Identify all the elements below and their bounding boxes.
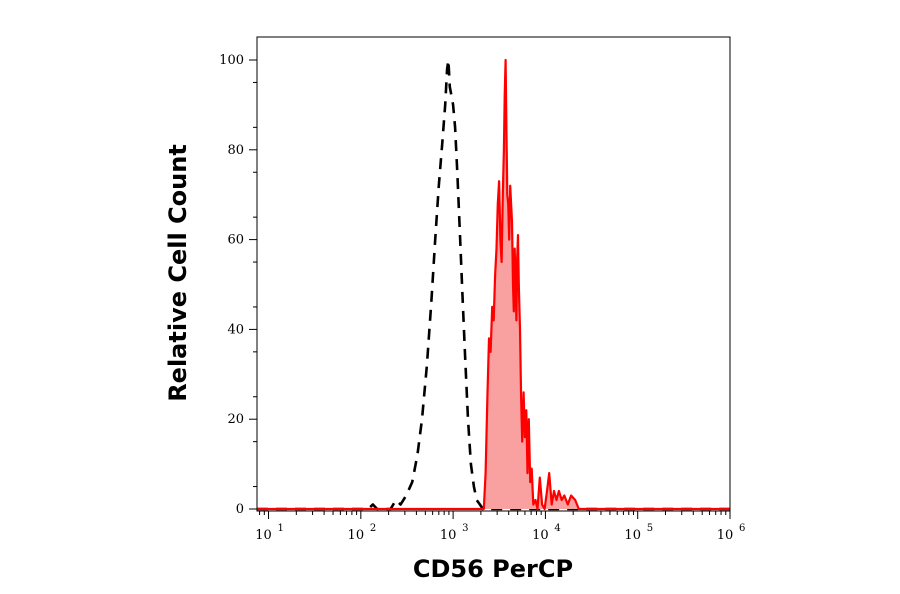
y-tick-label: 60 [227, 233, 244, 248]
x-tick-label: 10 4 [532, 523, 561, 543]
x-tick-label-exponent: 6 [739, 523, 745, 534]
y-tick-label: 100 [219, 53, 244, 68]
series-1-fill [257, 60, 730, 509]
series-1-line [257, 58, 730, 511]
plot-frame [256, 36, 731, 512]
x-tick-label-base: 10 [532, 528, 549, 543]
x-tick-label-base: 10 [440, 528, 457, 543]
x-tick-label-base: 10 [624, 528, 641, 543]
x-tick-label: 10 2 [348, 523, 377, 543]
x-tick-label-base: 10 [717, 528, 734, 543]
x-tick-label-exponent: 1 [278, 523, 284, 534]
y-tick-label: 80 [227, 143, 244, 158]
x-axis-title: CD56 PerCP [413, 555, 573, 583]
x-tick-label-base: 10 [255, 528, 272, 543]
x-tick-label-exponent: 3 [462, 523, 468, 534]
y-axis: 0 20 40 60 80 100 [219, 53, 257, 517]
x-tick-label-exponent: 5 [647, 523, 653, 534]
y-axis-title: Relative Cell Count [164, 144, 192, 402]
y-tick-label: 40 [227, 322, 244, 337]
x-tick-label-base: 10 [348, 528, 365, 543]
x-tick-label-exponent: 4 [554, 523, 560, 534]
y-tick-label: 0 [236, 502, 244, 517]
series-0-line [257, 58, 730, 511]
x-tick-label: 10 6 [717, 523, 746, 543]
x-tick-label: 10 1 [255, 523, 284, 543]
x-axis: 10 1 10 2 10 3 10 4 10 5 10 6 [255, 511, 745, 543]
x-tick-label-exponent: 2 [370, 523, 376, 534]
x-tick-label: 10 3 [440, 523, 469, 543]
x-tick-label: 10 5 [624, 523, 653, 543]
plot-series [257, 58, 730, 511]
y-tick-label: 20 [227, 412, 244, 427]
